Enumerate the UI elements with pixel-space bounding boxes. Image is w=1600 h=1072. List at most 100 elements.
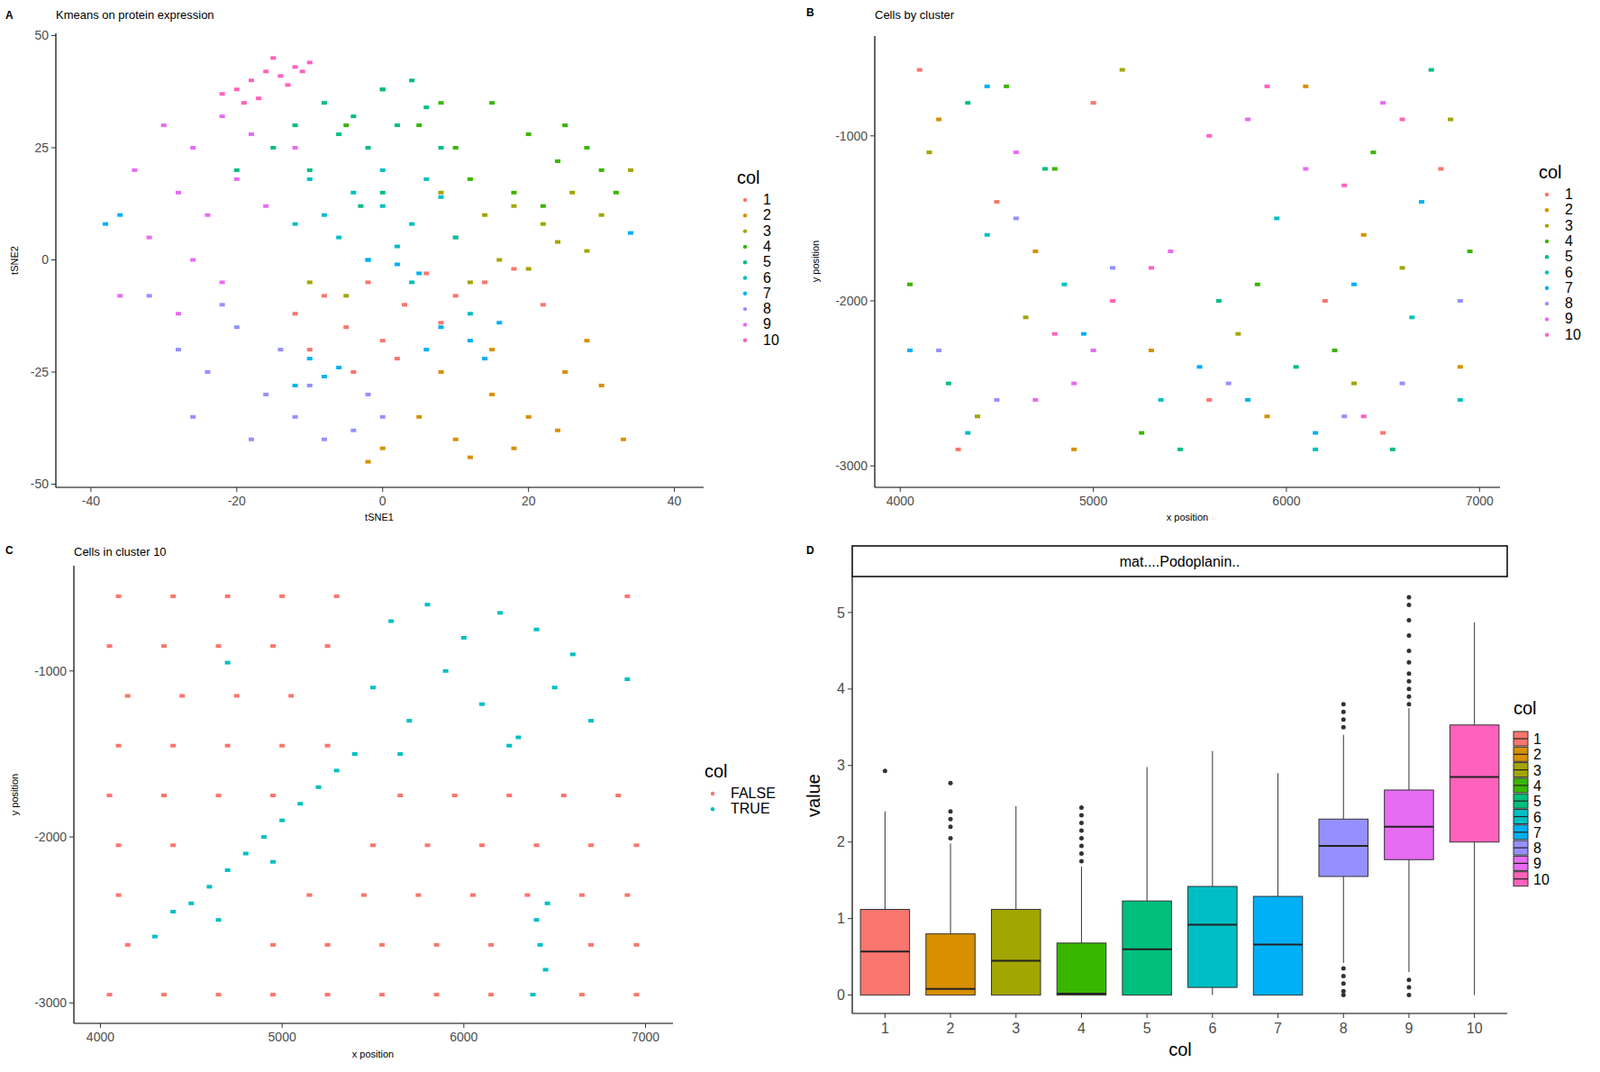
legend-key <box>743 322 747 327</box>
point <box>334 768 340 773</box>
point <box>107 992 113 997</box>
y-tick <box>870 135 875 137</box>
point <box>306 893 312 898</box>
legend-title: col <box>736 167 761 188</box>
panel-0: AKmeans on protein expression-50-2502550… <box>5 8 780 523</box>
point <box>334 594 340 599</box>
outlier <box>1341 709 1346 715</box>
point <box>292 222 299 227</box>
y-axis-label: y position <box>809 240 821 282</box>
box <box>926 934 976 996</box>
x-tick <box>1408 1013 1410 1019</box>
point <box>1400 118 1406 122</box>
point <box>583 145 590 150</box>
outlier <box>1406 694 1411 700</box>
point <box>1457 299 1464 303</box>
legend-key-median <box>1513 800 1528 802</box>
box <box>1318 818 1369 877</box>
point <box>1052 332 1058 337</box>
legend-label: 5 <box>1564 248 1573 264</box>
point <box>416 415 422 419</box>
point <box>279 744 285 748</box>
point <box>315 785 321 790</box>
point <box>325 744 331 748</box>
point <box>175 190 182 195</box>
point <box>554 428 561 433</box>
point <box>624 893 630 898</box>
point <box>1090 348 1097 353</box>
x-tick-label: 7 <box>1273 1020 1282 1037</box>
point <box>945 381 952 386</box>
y-tick <box>847 841 853 843</box>
y-tick-label: 4 <box>836 681 846 697</box>
point <box>1071 447 1077 452</box>
point <box>624 594 630 599</box>
point <box>438 320 445 325</box>
y-tick-label: 50 <box>34 27 49 43</box>
point <box>524 893 530 898</box>
point <box>216 644 222 648</box>
legend-label: 3 <box>763 223 772 239</box>
y-tick-label: 1 <box>836 910 846 927</box>
point <box>438 145 445 150</box>
point <box>307 356 313 361</box>
point <box>633 992 639 997</box>
y-tick-label: 2 <box>836 834 846 850</box>
box <box>1253 896 1303 996</box>
point <box>936 348 942 353</box>
outlier <box>1341 717 1346 722</box>
point <box>394 123 400 128</box>
y-tick <box>847 918 853 919</box>
point <box>263 204 269 209</box>
point <box>397 752 403 756</box>
point <box>624 677 630 682</box>
point <box>488 992 494 997</box>
point <box>248 437 255 442</box>
x-tick <box>281 1023 283 1028</box>
legend-label: 9 <box>1533 855 1542 872</box>
point <box>579 893 585 898</box>
point <box>936 118 942 122</box>
y-tick-label: -3000 <box>835 458 868 473</box>
point <box>526 415 532 419</box>
point <box>343 123 349 128</box>
x-tick <box>1473 1013 1475 1019</box>
point <box>1226 381 1232 386</box>
point <box>633 943 639 947</box>
point <box>510 204 517 209</box>
point <box>219 302 226 307</box>
point <box>170 594 176 599</box>
y-tick <box>51 35 56 37</box>
point <box>116 843 122 847</box>
panel-2: CCells in cluster 10-3000-2000-1000x pos… <box>5 544 776 1060</box>
legend-label: 10 <box>763 332 780 348</box>
point <box>179 693 185 698</box>
legend-key-median <box>1513 863 1528 864</box>
x-tick-label: 10 <box>1466 1020 1483 1037</box>
legend-key <box>1545 333 1549 337</box>
outlier <box>1079 813 1084 819</box>
point <box>219 280 226 284</box>
box <box>990 909 1041 995</box>
point <box>1042 166 1048 171</box>
legend-label: 7 <box>763 285 772 301</box>
legend-key <box>1513 872 1528 887</box>
point <box>234 693 240 698</box>
x-tick-label: -20 <box>227 493 246 509</box>
x-tick-label: 20 <box>521 493 537 509</box>
outlier <box>1406 671 1411 676</box>
point <box>292 311 299 316</box>
x-tick-label: 6 <box>1208 1020 1217 1037</box>
legend-label: 2 <box>1564 201 1573 218</box>
point <box>204 213 210 218</box>
point <box>365 392 372 397</box>
point <box>1003 84 1010 89</box>
point <box>599 383 605 388</box>
x-tick <box>1092 487 1094 492</box>
point <box>117 213 123 218</box>
point <box>1119 68 1126 73</box>
legend-label: 1 <box>763 191 772 208</box>
y-tick <box>51 483 56 485</box>
point <box>292 383 299 388</box>
point <box>1380 431 1386 436</box>
